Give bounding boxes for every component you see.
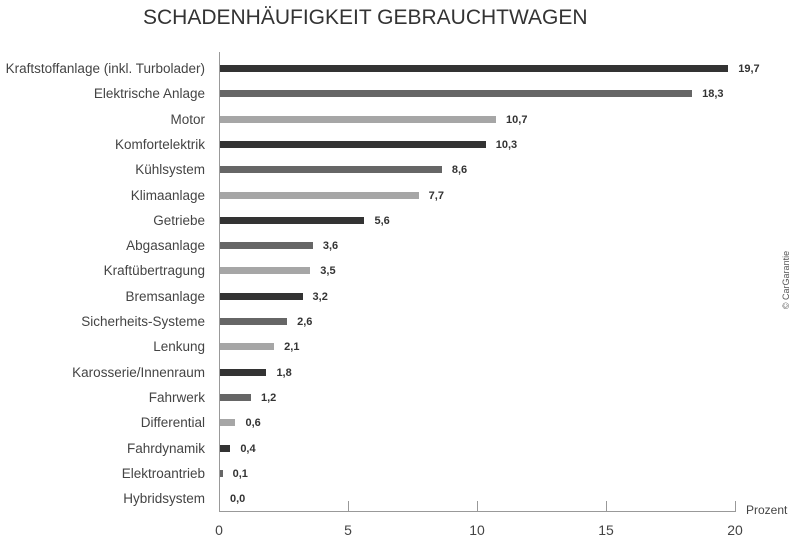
value-label: 3,2 xyxy=(312,290,328,303)
value-label: 1,2 xyxy=(260,391,277,404)
category-label: Lenkung xyxy=(153,339,205,355)
bar-row: Kühlsystem 8,6 xyxy=(0,162,800,194)
bar-row: Elektrische Anlage 18,3 xyxy=(0,86,800,118)
x-axis-unit-label: Prozent xyxy=(746,503,788,517)
value-label: 0,6 xyxy=(245,417,261,430)
x-tick-label: 0 xyxy=(215,522,223,538)
value-label: 8,6 xyxy=(451,164,468,177)
bar-row: Bremsanlage 3,2 xyxy=(0,289,800,321)
category-label: Kühlsystem xyxy=(135,162,205,178)
bar xyxy=(220,191,419,199)
x-tick-mark xyxy=(348,501,349,511)
bar xyxy=(220,166,442,174)
bar-row: Kraftübertragung 3,5 xyxy=(0,263,800,295)
value-label: 3,5 xyxy=(320,265,336,278)
value-label: 5,6 xyxy=(374,214,390,227)
category-label: Komfortelektrik xyxy=(114,136,205,152)
bar xyxy=(220,90,693,98)
category-label: Klimaanlage xyxy=(130,187,205,203)
bar xyxy=(220,115,497,123)
x-tick-label: 15 xyxy=(598,522,614,538)
category-label: Karosserie/Innenraum xyxy=(72,364,205,380)
bar xyxy=(220,216,365,224)
bar-row: Komfortelektrik 10,3 xyxy=(0,137,800,169)
bar-row: Differential 0,6 xyxy=(0,415,800,447)
bar xyxy=(220,318,288,325)
x-axis-line xyxy=(219,511,736,512)
bar xyxy=(220,140,486,148)
x-tick-label: 10 xyxy=(469,522,485,538)
value-label: 0,0 xyxy=(230,493,246,506)
category-label: Getriebe xyxy=(153,212,205,228)
bar-row: Fahrwerk 1,2 xyxy=(0,390,800,422)
category-label: Motor xyxy=(170,111,205,127)
bar-row: Hybridsystem 0,0 xyxy=(0,491,800,523)
bar xyxy=(220,242,313,250)
bar-row: Lenkung 2,1 xyxy=(0,339,800,371)
copyright-notice: © CarGarantie xyxy=(781,250,791,310)
category-label: Elektroantrieb xyxy=(121,465,205,481)
category-label: Abgasanlage xyxy=(126,238,205,254)
x-tick-label: 20 xyxy=(727,522,743,538)
bar-row: Motor 10,7 xyxy=(0,112,800,144)
category-label: Kraftstoffanlage (inkl. Turbolader) xyxy=(5,61,205,76)
value-label: 3,6 xyxy=(322,240,339,253)
bar-row: Sicherheits-Systeme 2,6 xyxy=(0,314,800,346)
value-label: 18,3 xyxy=(702,88,724,101)
bar xyxy=(220,343,275,351)
category-label: Elektrische Anlage xyxy=(93,86,205,102)
bar-row: Elektroantrieb 0,1 xyxy=(0,466,800,498)
bar-row: Getriebe 5,6 xyxy=(0,213,800,245)
y-axis-line xyxy=(219,52,220,511)
bar xyxy=(220,267,311,275)
bar xyxy=(220,292,303,300)
category-label: Fahrdynamik xyxy=(126,440,205,456)
bar-row: Fahrdynamik 0,4 xyxy=(0,441,800,473)
bar-row: Abgasanlage 3,6 xyxy=(0,238,800,270)
value-label: 19,7 xyxy=(738,63,760,75)
x-tick-label: 5 xyxy=(344,522,352,538)
category-label: Hybridsystem xyxy=(123,491,205,507)
value-label: 10,7 xyxy=(506,113,528,126)
value-label: 1,8 xyxy=(276,366,292,379)
value-label: 0,4 xyxy=(240,442,256,455)
value-label: 7,7 xyxy=(428,189,444,202)
x-tick-mark xyxy=(735,501,736,511)
bar-row: Klimaanlage 7,7 xyxy=(0,188,800,220)
value-label: 0,1 xyxy=(232,467,248,480)
chart-title: SCHADENHÄUFIGKEIT GEBRAUCHTWAGEN xyxy=(143,6,588,29)
x-tick-mark xyxy=(606,501,607,511)
bar-row: Kraftstoffanlage (inkl. Turbolader) 19,7 xyxy=(0,61,800,93)
value-label: 10,3 xyxy=(495,138,518,151)
bar xyxy=(220,444,231,452)
value-label: 2,1 xyxy=(284,341,300,354)
bar xyxy=(220,419,236,427)
category-label: Fahrwerk xyxy=(148,389,205,405)
bar xyxy=(220,393,251,401)
bar xyxy=(220,65,729,72)
bar xyxy=(220,469,223,477)
bar-row: Karosserie/Innenraum 1,8 xyxy=(0,365,800,397)
category-label: Kraftübertragung xyxy=(103,263,205,279)
value-label: 2,6 xyxy=(297,316,313,328)
category-label: Bremsanlage xyxy=(125,288,205,304)
category-label: Sicherheits-Systeme xyxy=(81,314,205,329)
category-label: Differential xyxy=(140,415,205,431)
x-tick-mark xyxy=(477,501,478,511)
bar xyxy=(220,368,267,376)
